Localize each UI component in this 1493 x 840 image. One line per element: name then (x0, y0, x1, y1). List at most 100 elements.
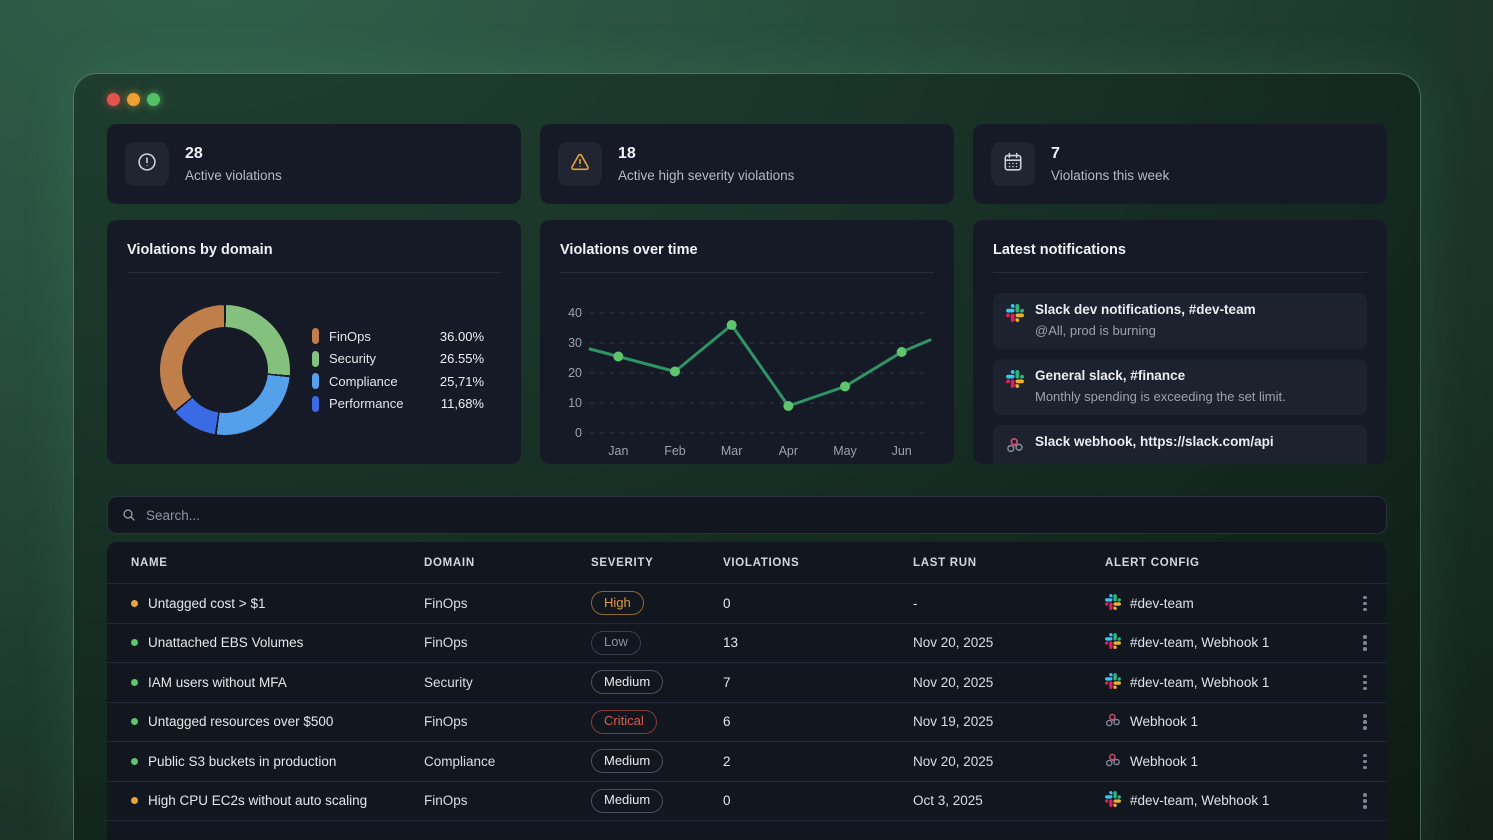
row-actions-menu-button[interactable] (1353, 631, 1377, 655)
legend-marker (312, 328, 319, 345)
stat-card: 7 Violations this week (973, 124, 1387, 204)
alert-config-text: Webhook 1 (1130, 714, 1199, 730)
severity-cell: Medium (591, 788, 723, 813)
rule-name: Unattached EBS Volumes (148, 635, 304, 651)
table-row[interactable]: Untagged resources over $500 FinOps Crit… (107, 701, 1387, 742)
severity-badge: Low (591, 630, 641, 655)
stat-label: Violations this week (1051, 168, 1170, 183)
stat-label: Active high severity violations (618, 168, 795, 183)
row-actions-menu-button[interactable] (1353, 591, 1377, 615)
table-header-cell: VIOLATIONS (723, 556, 800, 569)
legend-label: Performance (329, 396, 404, 412)
legend-value: 11,68% (440, 396, 484, 412)
app-window: 28 Active violations 18 Active high seve… (73, 73, 1421, 840)
stat-value: 18 (618, 145, 636, 162)
svg-text:Apr: Apr (779, 444, 798, 458)
table-header-cell: DOMAIN (424, 556, 475, 569)
traffic-light-minimize-button[interactable] (127, 93, 140, 106)
slack-icon (1006, 370, 1024, 388)
domain-cell: Compliance (424, 753, 496, 769)
legend-marker (312, 350, 319, 367)
rule-name: IAM users without MFA (148, 674, 287, 690)
violations-cell: 7 (723, 674, 731, 690)
last-run-cell: Nov 19, 2025 (913, 714, 994, 730)
alert-config-text: #dev-team (1130, 595, 1194, 611)
traffic-light-maximize-button[interactable] (147, 93, 160, 106)
row-actions-menu-button[interactable] (1353, 670, 1377, 694)
domain-cell: FinOps (424, 714, 468, 730)
alert-config-cell: Webhook 1 (1105, 752, 1343, 771)
traffic-light-close-button[interactable] (107, 93, 120, 106)
svg-text:10: 10 (568, 396, 582, 410)
legend-row: Compliance 25,71% (312, 370, 484, 393)
notification-item[interactable]: Slack webhook, https://slack.com/api (993, 425, 1367, 464)
search-input[interactable] (146, 507, 1373, 523)
row-actions-cell (1343, 670, 1387, 694)
svg-text:40: 40 (568, 306, 582, 320)
alert-config-cell: Webhook 1 (1105, 712, 1343, 731)
severity-badge: High (591, 591, 644, 616)
svg-text:Feb: Feb (664, 444, 686, 458)
notification-item[interactable]: General slack, #finance Monthly spending… (993, 359, 1367, 415)
severity-badge: Medium (591, 749, 664, 774)
stat-value: 7 (1051, 145, 1060, 162)
stat-card: 28 Active violations (107, 124, 521, 204)
row-actions-menu-button[interactable] (1353, 710, 1377, 734)
severity-cell: Medium (591, 749, 723, 774)
rule-name-cell: Unattached EBS Volumes (107, 635, 424, 650)
rule-name: Public S3 buckets in production (148, 753, 337, 769)
panel-title: Violations over time (560, 242, 698, 258)
slack-icon (1105, 672, 1121, 689)
table-row[interactable]: Unattached EBS Volumes FinOps Low 13 Nov… (107, 622, 1387, 663)
notification-title: Slack webhook, https://slack.com/api (1035, 434, 1274, 449)
domain-cell: FinOps (424, 793, 468, 809)
stat-icon-tile (125, 142, 169, 186)
table-header-cell: NAME (131, 556, 168, 569)
table-row[interactable]: Untagged cost > $1 FinOps High 0 - #dev-… (107, 583, 1387, 623)
slack-icon (1105, 791, 1121, 808)
table-header-cell: ALERT CONFIG (1105, 556, 1200, 569)
row-actions-cell (1343, 749, 1387, 773)
legend-row: Security 26.55% (312, 348, 484, 371)
severity-cell: High (591, 591, 723, 616)
notification-item[interactable]: Slack dev notifications, #dev-team @All,… (993, 293, 1367, 349)
alert-config-cell: #dev-team, Webhook 1 (1105, 672, 1343, 692)
severity-cell: Critical (591, 709, 723, 734)
stats-row: 28 Active violations 18 Active high seve… (107, 124, 1387, 204)
notification-subtitle (1035, 455, 1274, 464)
notification-subtitle: @All, prod is burning (1035, 323, 1156, 338)
row-actions-menu-button[interactable] (1353, 749, 1377, 773)
divider (993, 272, 1367, 273)
divider (560, 272, 934, 273)
violations-cell: 13 (723, 635, 739, 651)
notification-title: General slack, #finance (1035, 368, 1186, 383)
rule-name-cell: Public S3 buckets in production (107, 754, 424, 769)
stat-label: Active violations (185, 168, 282, 183)
row-actions-menu-button[interactable] (1353, 789, 1377, 813)
panel-violations-by-domain: Violations by domain FinOps 36.00% (107, 220, 521, 464)
violations-cell: 0 (723, 793, 731, 809)
status-dot (131, 678, 138, 686)
legend-marker (312, 373, 319, 390)
status-dot (131, 718, 138, 726)
domain-donut-chart (160, 305, 290, 435)
severity-cell: Low (591, 630, 723, 655)
panel-violations-over-time: Violations over time 0 10 20 30 40 Jan Feb Mar A… (540, 220, 954, 464)
table-row[interactable]: Public S3 buckets in production Complian… (107, 741, 1387, 781)
search-icon (123, 509, 135, 521)
row-actions-cell (1343, 789, 1387, 813)
legend-label: Compliance (329, 373, 398, 389)
violations-cell: 6 (723, 714, 731, 730)
table-header: NAME DOMAIN SEVERITY VIOLATIONS LAST RUN… (107, 542, 1387, 583)
table-row[interactable]: High CPU EC2s without auto scaling FinOp… (107, 780, 1387, 821)
stat-icon-tile (558, 142, 602, 186)
slack-icon (1105, 593, 1121, 610)
alert-config-text: Webhook 1 (1130, 753, 1199, 769)
rules-table: NAME DOMAIN SEVERITY VIOLATIONS LAST RUN… (107, 542, 1387, 840)
table-row[interactable]: IAM users without MFA Security Medium 7 … (107, 662, 1387, 702)
webhook-icon (1007, 437, 1023, 453)
donut-legend: FinOps 36.00% Security 26.55% Compliance (312, 325, 484, 415)
domain-cell: FinOps (424, 635, 468, 651)
calendar-icon (1004, 152, 1022, 171)
legend-value: 25,71% (439, 373, 484, 389)
